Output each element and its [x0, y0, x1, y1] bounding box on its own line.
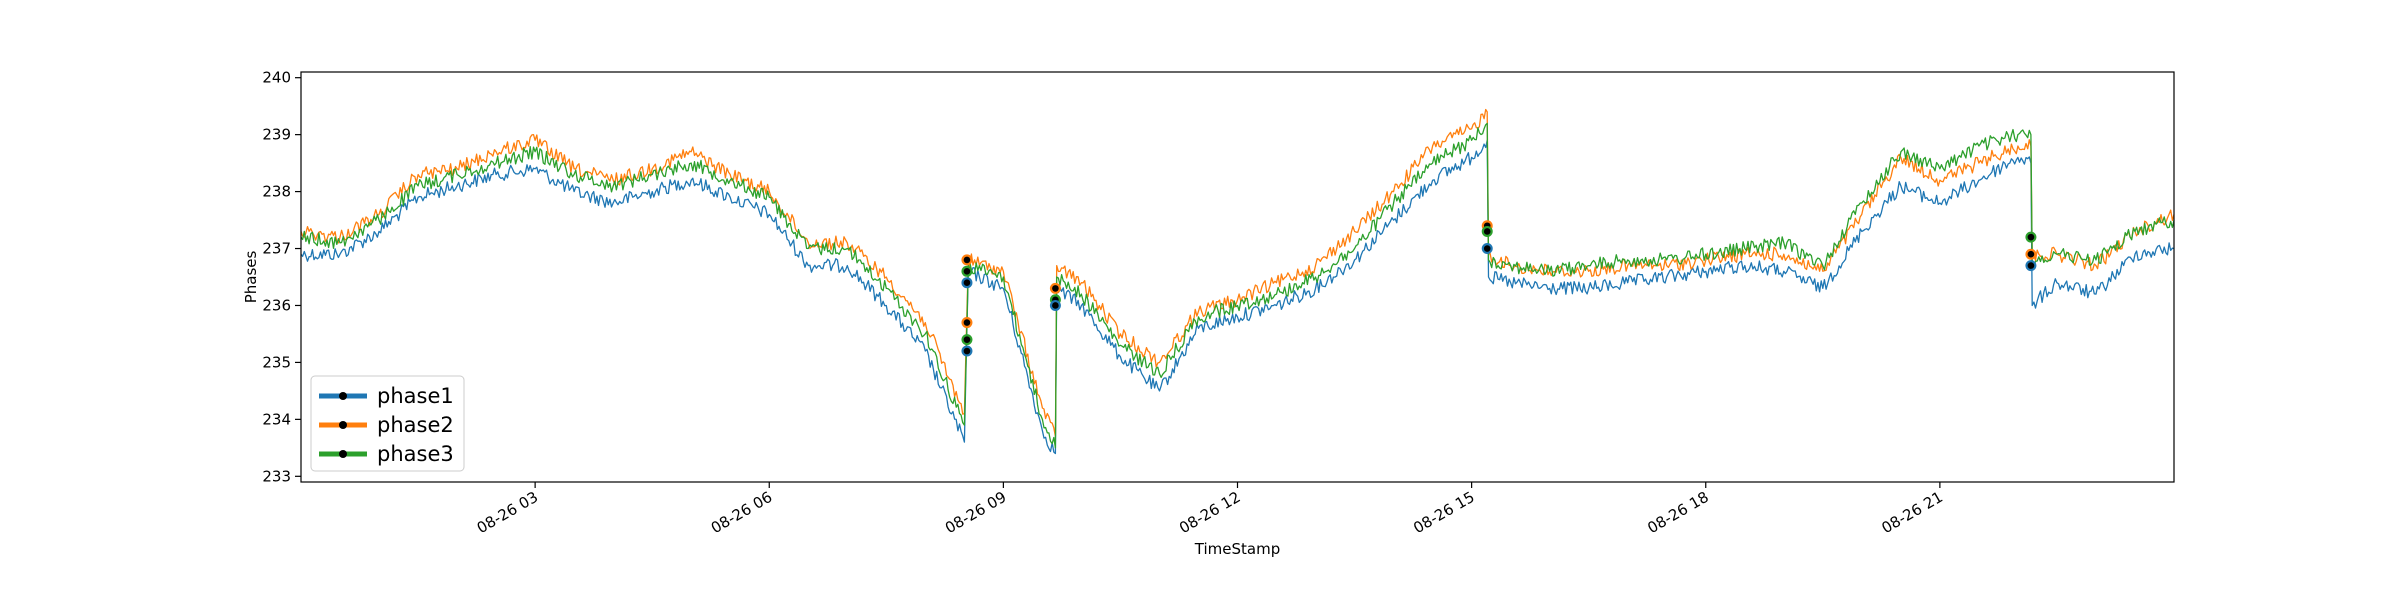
series-line-phase3: [300, 122, 2175, 449]
legend-marker: [339, 392, 347, 400]
x-axis-label: TimeStamp: [1194, 540, 1280, 558]
data-point-marker: [1483, 228, 1491, 235]
y-tick-label: 240: [262, 69, 291, 87]
y-tick-label: 233: [262, 467, 291, 485]
data-point-marker: [963, 268, 971, 275]
y-axis-label: Phases: [242, 251, 260, 304]
data-point-marker: [2027, 233, 2035, 241]
legend-label-phase3: phase3: [377, 442, 454, 466]
legend: phase1 phase2 phase3: [310, 375, 465, 472]
data-point-marker: [963, 347, 971, 355]
plot-markers: [961, 220, 2037, 357]
data-point-marker: [963, 256, 971, 264]
series-line-phase1: [300, 139, 2175, 455]
data-point-marker: [1052, 302, 1059, 309]
y-tick-label: 235: [262, 353, 291, 371]
y-axis: 233 234 235 236 237 238 239 240: [262, 69, 301, 485]
data-point-marker: [963, 336, 971, 343]
y-tick-label: 236: [262, 296, 291, 314]
data-point-marker: [1052, 285, 1059, 292]
data-point-marker: [963, 319, 971, 326]
legend-label-phase1: phase1: [377, 384, 454, 408]
data-point-marker: [2027, 250, 2035, 258]
series-line-phase2: [300, 108, 2175, 438]
legend-marker: [339, 450, 347, 458]
y-tick-label: 234: [262, 410, 291, 428]
data-point-marker: [1483, 245, 1491, 252]
y-tick-label: 239: [262, 126, 291, 144]
legend-marker: [339, 421, 347, 429]
data-point-marker: [2027, 262, 2035, 269]
plot-lines: [300, 108, 2175, 455]
y-tick-label: 237: [262, 240, 291, 258]
legend-label-phase2: phase2: [377, 413, 454, 437]
data-point-marker: [963, 279, 971, 286]
y-tick-label: 238: [262, 183, 291, 201]
legend-box: [310, 375, 465, 472]
